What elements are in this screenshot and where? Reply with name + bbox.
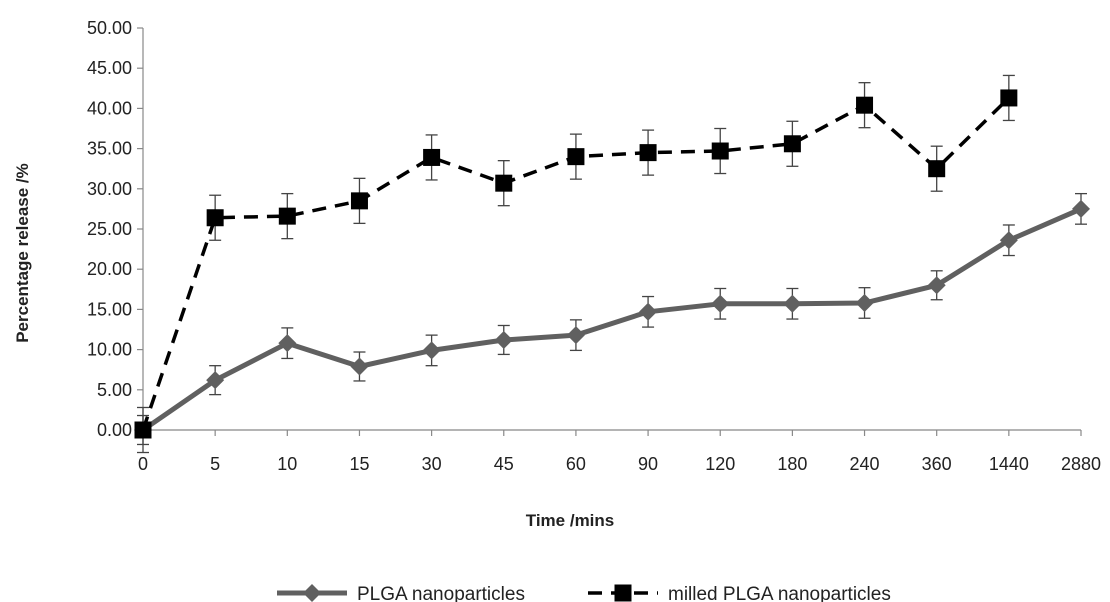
data-point (567, 148, 585, 166)
data-point (350, 192, 368, 210)
data-point (350, 357, 369, 376)
data-point (927, 276, 946, 295)
legend: PLGA nanoparticles milled PLGA nanopartic… (277, 584, 891, 602)
data-point (856, 96, 874, 114)
x-tick-label: 15 (349, 454, 369, 474)
x-tick-label: 120 (705, 454, 735, 474)
y-tick-label: 25.00 (87, 219, 132, 239)
data-point (134, 421, 152, 439)
y-tick-label: 40.00 (87, 98, 132, 118)
legend-label: milled PLGA nanoparticles (668, 584, 891, 602)
y-tick-label: 45.00 (87, 58, 132, 78)
legend-label: PLGA nanoparticles (357, 584, 525, 602)
y-axis: 0.00 5.00 10.00 15.00 20.00 25.00 30.00 35.00 40… (87, 18, 144, 440)
data-point (855, 293, 874, 312)
y-tick-label: 50.00 (87, 18, 132, 38)
series-line (141, 206, 1082, 433)
data-point (423, 148, 441, 166)
legend-marker (303, 584, 321, 602)
x-tick-label: 30 (422, 454, 442, 474)
x-tick-label: 240 (850, 454, 880, 474)
x-tick-label: 360 (922, 454, 952, 474)
data-point (711, 142, 729, 160)
y-tick-label: 5.00 (97, 380, 132, 400)
data-point (278, 334, 297, 353)
data-point (422, 341, 441, 360)
y-tick-label: 20.00 (87, 259, 132, 279)
series-2 (134, 74, 1018, 454)
data-point (639, 144, 657, 162)
y-tick-label: 30.00 (87, 179, 132, 199)
data-point (928, 160, 946, 178)
legend-item-2: milled PLGA nanoparticles (588, 584, 891, 602)
x-axis: 0 5 10 15 30 45 60 90 120 180 240 360 1440 2880 (138, 429, 1101, 474)
y-tick-label: 0.00 (97, 420, 132, 440)
data-point (639, 302, 658, 321)
data-point (495, 174, 513, 192)
y-tick-label: 35.00 (87, 139, 132, 159)
y-tick-label: 15.00 (87, 299, 132, 319)
x-tick-label: 60 (566, 454, 586, 474)
data-point (711, 294, 730, 313)
x-tick-label: 5 (210, 454, 220, 474)
x-tick-label: 1440 (989, 454, 1029, 474)
series-layer (134, 74, 1090, 454)
y-tick-label: 10.00 (87, 340, 132, 360)
x-tick-label: 2880 (1061, 454, 1101, 474)
data-point (999, 231, 1018, 250)
x-tick-label: 45 (494, 454, 514, 474)
data-point (566, 326, 585, 345)
series-1 (134, 192, 1090, 446)
data-point (783, 135, 801, 153)
legend-item-1: PLGA nanoparticles (277, 584, 525, 602)
data-point (206, 209, 224, 227)
data-point (206, 371, 225, 390)
x-tick-label: 0 (138, 454, 148, 474)
x-axis-title: Time /mins (526, 511, 615, 530)
data-point (1072, 199, 1090, 218)
data-point (278, 207, 296, 225)
data-point (783, 294, 802, 313)
y-axis-title: Percentage release /% (13, 163, 32, 343)
legend-marker (614, 584, 632, 602)
data-point (1000, 89, 1018, 107)
data-point (494, 330, 513, 349)
x-tick-label: 90 (638, 454, 658, 474)
x-tick-label: 180 (777, 454, 807, 474)
x-tick-label: 10 (277, 454, 297, 474)
